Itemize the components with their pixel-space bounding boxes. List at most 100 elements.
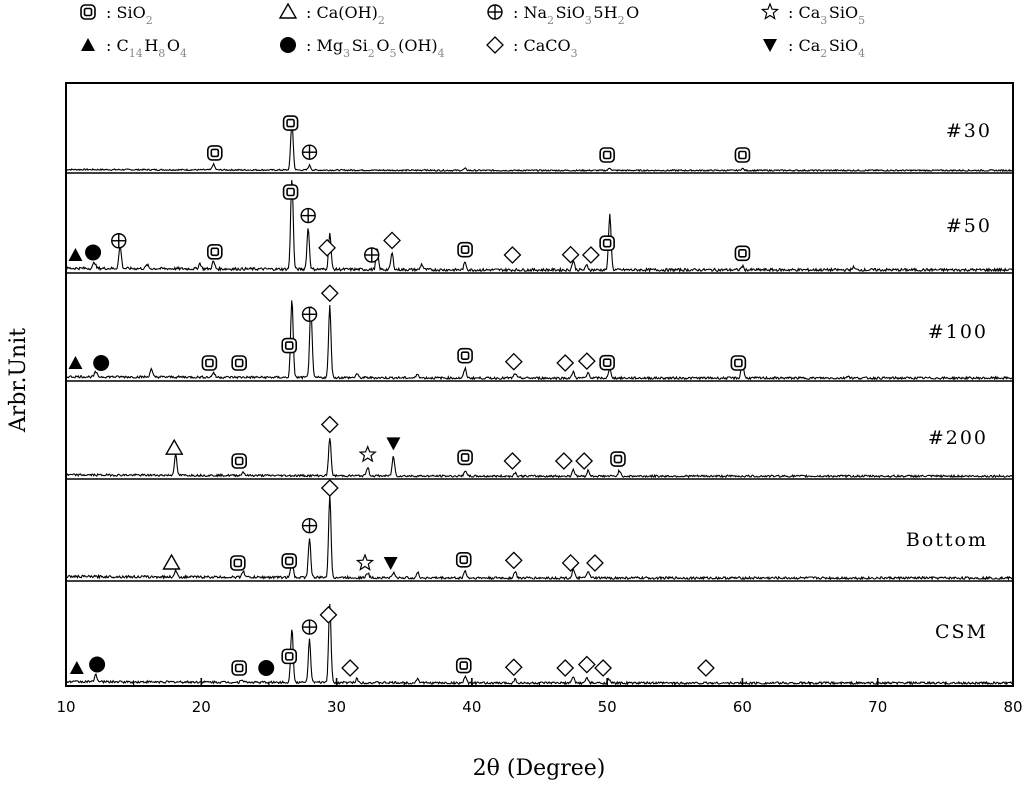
diamond-open-icon bbox=[556, 659, 575, 677]
star-open-icon bbox=[355, 553, 375, 571]
legend-item-circle-plus: : Na2 SiO3 5H2 O bbox=[487, 3, 639, 27]
sample-labels: #30 #50 #100 #200 Bottom CSM bbox=[906, 120, 992, 643]
sio2-icon bbox=[207, 243, 223, 260]
diamond-open-icon bbox=[486, 36, 504, 54]
sio2-icon bbox=[231, 355, 247, 371]
diamond-open-icon bbox=[556, 354, 575, 372]
legend-subscript: 14 bbox=[129, 47, 143, 60]
sio2-icon bbox=[80, 4, 96, 20]
sio2-icon bbox=[282, 115, 299, 131]
triangle-open-icon bbox=[278, 2, 298, 19]
legend-subscript: 2 bbox=[378, 14, 385, 27]
sio2-icon bbox=[734, 147, 751, 163]
legend-item-diamond-open: : CaCO3 bbox=[486, 36, 578, 60]
sio2-icon bbox=[231, 453, 247, 469]
diamond-open-icon bbox=[577, 352, 596, 371]
legend-subscript: 2 bbox=[618, 14, 625, 27]
sio2-icon bbox=[457, 241, 473, 258]
legend-text-part: SiO bbox=[829, 36, 858, 55]
legend-text-part: Si bbox=[352, 36, 368, 55]
sio2-icon bbox=[201, 355, 218, 371]
star-open-icon bbox=[358, 444, 377, 463]
legend-subscript: 4 bbox=[858, 47, 865, 60]
circle-filled-icon bbox=[258, 660, 275, 676]
series-#200 bbox=[65, 438, 1013, 480]
diamond-open-icon bbox=[696, 659, 715, 677]
legend-label: : Na2 SiO3 5H2 O bbox=[513, 3, 639, 27]
x-tick-label: 70 bbox=[868, 698, 887, 716]
series-#50 bbox=[65, 180, 1013, 274]
legend-text-part: Ca bbox=[798, 3, 820, 22]
legend-label: : Ca3 SiO5 bbox=[788, 3, 867, 27]
sio2-icon bbox=[599, 235, 615, 252]
diamond-open-icon bbox=[341, 659, 360, 677]
legend-subscript: 5 bbox=[858, 14, 865, 27]
legend-label: : C14 H8 O4 bbox=[106, 36, 189, 60]
diamond-open-icon bbox=[320, 479, 339, 497]
sio2-icon bbox=[282, 184, 299, 200]
diamond-open-icon bbox=[594, 659, 613, 677]
legend-text-part: SiO bbox=[829, 3, 858, 22]
legend-text-part: Mg bbox=[316, 36, 343, 55]
sample-label-#50: #50 bbox=[946, 215, 992, 237]
sample-label-CSM: CSM bbox=[935, 621, 988, 643]
legend-subscript: 2 bbox=[146, 14, 153, 27]
circle-plus-icon bbox=[364, 247, 380, 263]
legend-subscript: 2 bbox=[820, 47, 827, 60]
series-#100 bbox=[65, 300, 1013, 382]
legend-text-part: O bbox=[376, 36, 389, 55]
sio2-icon bbox=[457, 449, 473, 466]
sio2-icon bbox=[734, 245, 751, 262]
triangle-down-filled-icon bbox=[386, 437, 401, 451]
sample-label-#30: #30 bbox=[946, 120, 992, 142]
legend-subscript: 2 bbox=[547, 14, 554, 27]
legend-text-part: Na bbox=[523, 3, 547, 22]
legend-separator: : bbox=[106, 36, 116, 55]
diamond-open-icon bbox=[504, 352, 523, 371]
legend-subscript: 3 bbox=[820, 14, 827, 27]
series-layer bbox=[65, 123, 1013, 686]
x-tick-label: 80 bbox=[1003, 698, 1022, 716]
legend-text-part: 5H bbox=[593, 3, 617, 22]
legend-subscript: 3 bbox=[571, 47, 578, 60]
xrd-trace bbox=[65, 300, 1013, 381]
legend-label: : Ca2 SiO4 bbox=[788, 36, 867, 60]
diamond-open-icon bbox=[503, 452, 522, 470]
xrd-trace bbox=[65, 438, 1013, 479]
legend-text-part: O bbox=[626, 3, 639, 22]
diamond-open-icon bbox=[561, 245, 580, 264]
legend-separator: : bbox=[306, 36, 316, 55]
legend-text-part: SiO bbox=[116, 3, 145, 22]
sample-label-#100: #100 bbox=[928, 321, 988, 343]
circle-filled-icon bbox=[93, 355, 110, 371]
x-axis-title: 2θ (Degree) bbox=[473, 756, 606, 781]
diamond-open-icon bbox=[554, 452, 573, 470]
xrd-trace bbox=[65, 123, 1013, 173]
legend-text-part: Ca bbox=[798, 36, 820, 55]
legend-separator: : bbox=[788, 36, 798, 55]
legend-text-part: O bbox=[167, 36, 180, 55]
legend-text-part: Ca(OH) bbox=[316, 3, 377, 22]
sio2-icon bbox=[455, 657, 472, 674]
circle-plus-icon bbox=[301, 144, 318, 160]
legend-separator: : bbox=[513, 36, 523, 55]
legend-subscript: 2 bbox=[368, 47, 375, 60]
legend-item-sio2: : SiO2 bbox=[80, 3, 153, 27]
sio2-icon bbox=[599, 354, 615, 371]
circle-plus-icon bbox=[301, 619, 318, 635]
legend-separator: : bbox=[106, 3, 116, 22]
circle-filled-icon bbox=[280, 37, 296, 53]
triangle-filled-icon bbox=[81, 38, 95, 51]
legend-item-star-open: : Ca3 SiO5 bbox=[760, 2, 867, 27]
legend-text-part: (OH) bbox=[398, 36, 438, 55]
series-#30 bbox=[65, 123, 1013, 174]
xrd-trace bbox=[65, 494, 1013, 581]
x-tick-label: 60 bbox=[733, 698, 752, 716]
legend: : SiO2 : Ca(OH)2 : Na2 SiO3 5H2 O: Ca3 S… bbox=[80, 2, 867, 60]
star-open-icon bbox=[760, 2, 780, 20]
sample-label-#200: #200 bbox=[928, 427, 988, 449]
legend-label: : Ca(OH)2 bbox=[306, 3, 386, 27]
diamond-open-icon bbox=[320, 284, 339, 303]
sio2-icon bbox=[610, 451, 626, 467]
x-tick-label: 10 bbox=[56, 698, 75, 716]
